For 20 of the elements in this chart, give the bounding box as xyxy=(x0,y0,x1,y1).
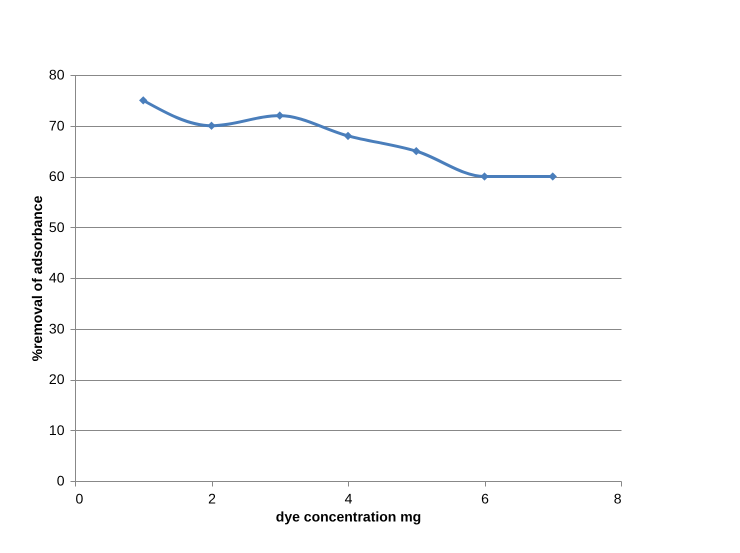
y-tick-label: 40 xyxy=(48,270,65,286)
point xyxy=(412,146,420,156)
point xyxy=(344,132,352,140)
x-tick-label: 8 xyxy=(614,490,622,506)
y-tick-label: 60 xyxy=(48,168,65,184)
y-tick-label: 30 xyxy=(48,320,65,336)
x-tick-label: 0 xyxy=(76,490,84,506)
x-tick-label: 6 xyxy=(481,490,490,506)
y-tick-label: 50 xyxy=(48,218,65,235)
y-tick-label: 80 xyxy=(48,66,65,82)
point xyxy=(139,96,148,105)
point xyxy=(276,111,284,120)
x-tick-label: 4 xyxy=(344,490,353,506)
x-axis-title: dye concentration mg xyxy=(276,508,422,524)
y-tick-label: 70 xyxy=(48,117,65,134)
y-tick-label: 10 xyxy=(48,422,65,438)
x-tick-label: 2 xyxy=(208,490,216,506)
y-axis-title: %removal of adsorbance xyxy=(28,195,45,362)
y-tick-label: 20 xyxy=(48,371,65,387)
y-tick-label: 0 xyxy=(56,472,65,488)
